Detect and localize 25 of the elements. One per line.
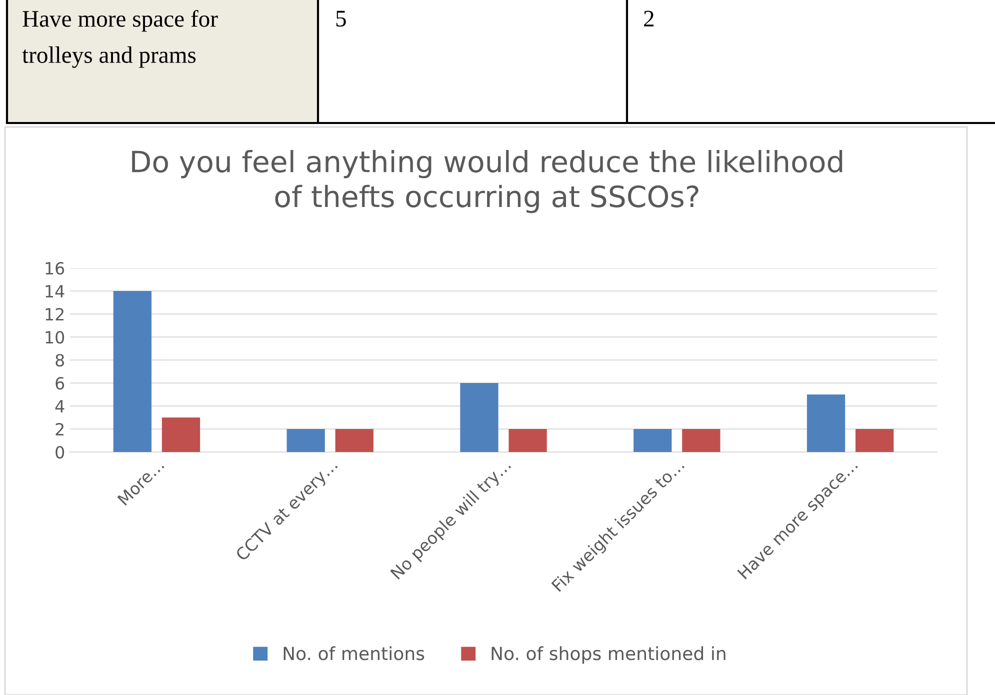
y-tick-label: 10	[46, 330, 64, 344]
legend-label: No. of shops mentioned in	[492, 646, 726, 664]
bar	[508, 429, 547, 452]
y-tick-label: 12	[46, 308, 64, 320]
y-tick-label: 16	[46, 262, 64, 275]
y-tick-label: 0	[56, 446, 64, 459]
bar	[634, 429, 672, 452]
bar	[460, 383, 498, 452]
bar	[286, 429, 325, 452]
y-tick-label: 6	[56, 376, 64, 390]
bar	[806, 394, 846, 452]
text: 2	[644, 10, 654, 26]
text: Have more space for trolleys and prams	[22, 10, 218, 68]
legend-label: No. of mentions	[284, 646, 424, 660]
bar	[856, 429, 894, 452]
bar	[335, 429, 374, 452]
text: 5	[336, 10, 346, 27]
y-tick-label: 8	[56, 354, 64, 367]
chart-title: Do you feel anything would reduce the likelihood of thefts occurring at SSCOs?	[132, 150, 842, 214]
y-tick-label: 2	[56, 422, 64, 436]
bar	[113, 291, 152, 452]
bar	[162, 418, 200, 452]
y-tick-label: 14	[46, 285, 64, 298]
y-tick-label: 4	[55, 400, 64, 412]
bar	[682, 429, 720, 452]
